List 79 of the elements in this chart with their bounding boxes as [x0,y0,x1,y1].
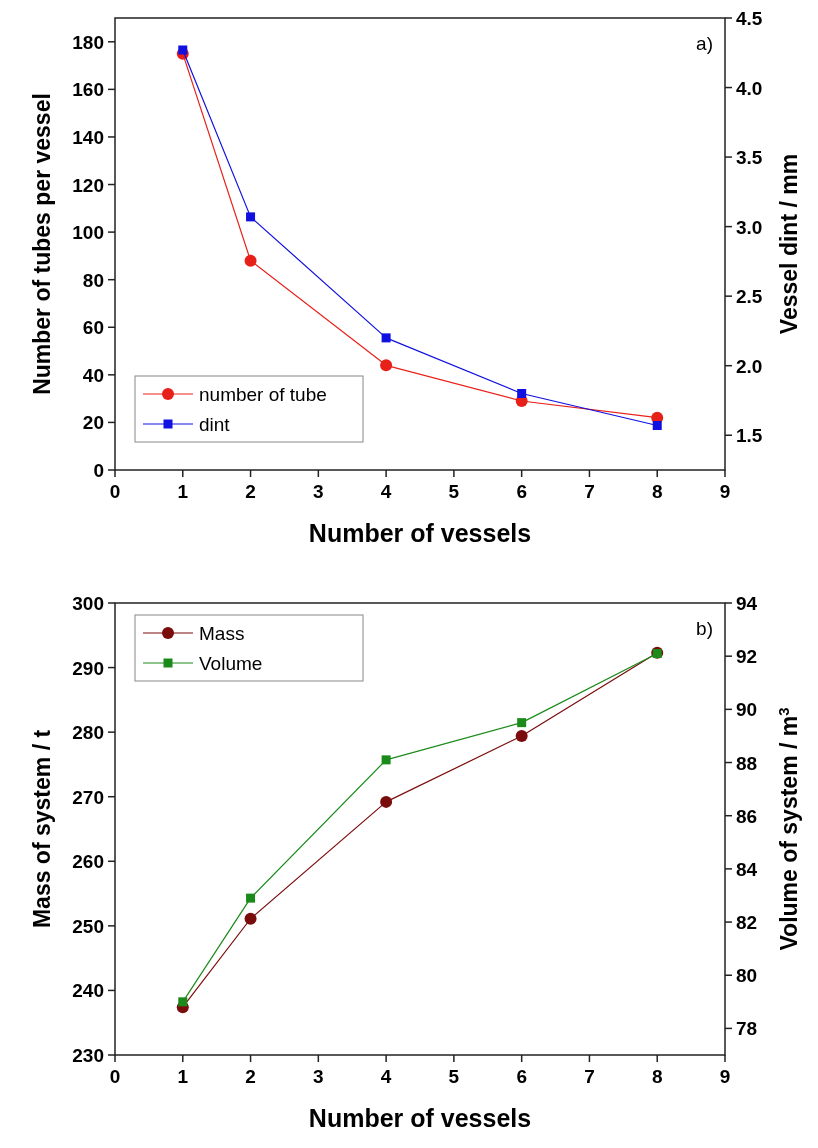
x-tick-label: 9 [719,481,731,502]
point [515,730,528,743]
x-tick-label: 9 [719,1066,731,1087]
y-tick-label: 260 [72,851,104,873]
y2-tick-label: 80 [736,965,758,987]
y2-tick-label: 82 [736,912,758,934]
x-tick-label: 5 [448,1066,460,1087]
y-tick-label: 280 [72,722,104,744]
y-tick-label: 120 [72,174,104,196]
y-tick-label: 40 [82,364,104,386]
x-tick-label: 4 [380,481,392,502]
x-tick-label: 3 [313,481,324,502]
y-axis-title: Number of tubes per vessel [29,93,55,395]
x-tick-label: 6 [516,1066,527,1087]
annotation: b) [696,618,713,639]
y2-axis-title: Vessel dint / mm [776,153,802,335]
y-tick-label: 20 [82,412,104,434]
legend-label: dint [199,414,231,435]
x-tick-label: 3 [313,1066,324,1087]
point [246,212,256,222]
y2-tick-label: 3.0 [736,216,763,238]
x-tick-label: 2 [245,1066,256,1087]
y2-tick-label: 88 [736,752,758,774]
y-tick-label: 100 [72,222,104,244]
point [246,893,256,903]
point [178,45,188,55]
legend-label: Mass [199,623,245,644]
legend-label: Volume [199,653,263,674]
point [381,755,391,765]
x-tick-label: 0 [109,481,121,502]
point [381,333,391,343]
point [652,421,662,430]
point [244,912,257,925]
x-axis-title: Number of vessels [308,1104,532,1132]
y2-tick-label: 84 [736,858,758,880]
x-tick-label: 7 [584,481,595,502]
x-tick-label: 2 [245,481,256,502]
x-tick-label: 4 [380,1066,392,1087]
annotation: a) [696,33,713,54]
y-tick-label: 0 [93,460,104,481]
y-tick-label: 80 [82,269,104,291]
y2-tick-label: 4.5 [736,8,763,29]
y-tick-label: 230 [72,1045,104,1066]
y2-tick-label: 3.5 [736,147,763,169]
x-axis-title: Number of vessels [308,519,532,547]
y2-tick-label: 1.5 [736,425,763,447]
x-tick-label: 8 [651,1066,663,1087]
y-tick-label: 240 [72,980,104,1002]
y2-tick-label: 90 [736,699,758,721]
x-tick-label: 0 [109,1066,121,1087]
y2-tick-label: 2.5 [736,286,763,308]
y-tick-label: 60 [82,317,104,339]
y2-tick-label: 94 [736,593,758,614]
point [517,389,527,399]
x-tick-label: 7 [584,1066,595,1087]
x-tick-label: 5 [448,481,460,502]
y-tick-label: 290 [72,657,104,679]
y-tick-label: 270 [72,786,104,808]
y2-tick-label: 86 [736,805,758,827]
x-tick-label: 1 [177,1066,189,1087]
legend-label: number of tube [199,384,327,405]
point [380,795,393,808]
point [517,718,527,728]
y2-tick-label: 78 [736,1018,758,1040]
point [244,254,257,267]
y-tick-label: 160 [72,79,104,101]
y-tick-label: 300 [72,593,104,614]
y2-tick-label: 92 [736,646,758,668]
y-axis-title: Mass of system / t [29,729,55,929]
point [380,359,393,372]
x-tick-label: 8 [651,481,663,502]
y2-tick-label: 2.0 [736,355,763,377]
y-tick-label: 140 [72,126,104,148]
point [178,997,188,1007]
x-tick-label: 1 [177,481,189,502]
y-tick-label: 250 [72,915,104,937]
y-tick-label: 180 [72,31,104,53]
y2-tick-label: 4.0 [736,77,763,99]
x-tick-label: 6 [516,481,527,502]
